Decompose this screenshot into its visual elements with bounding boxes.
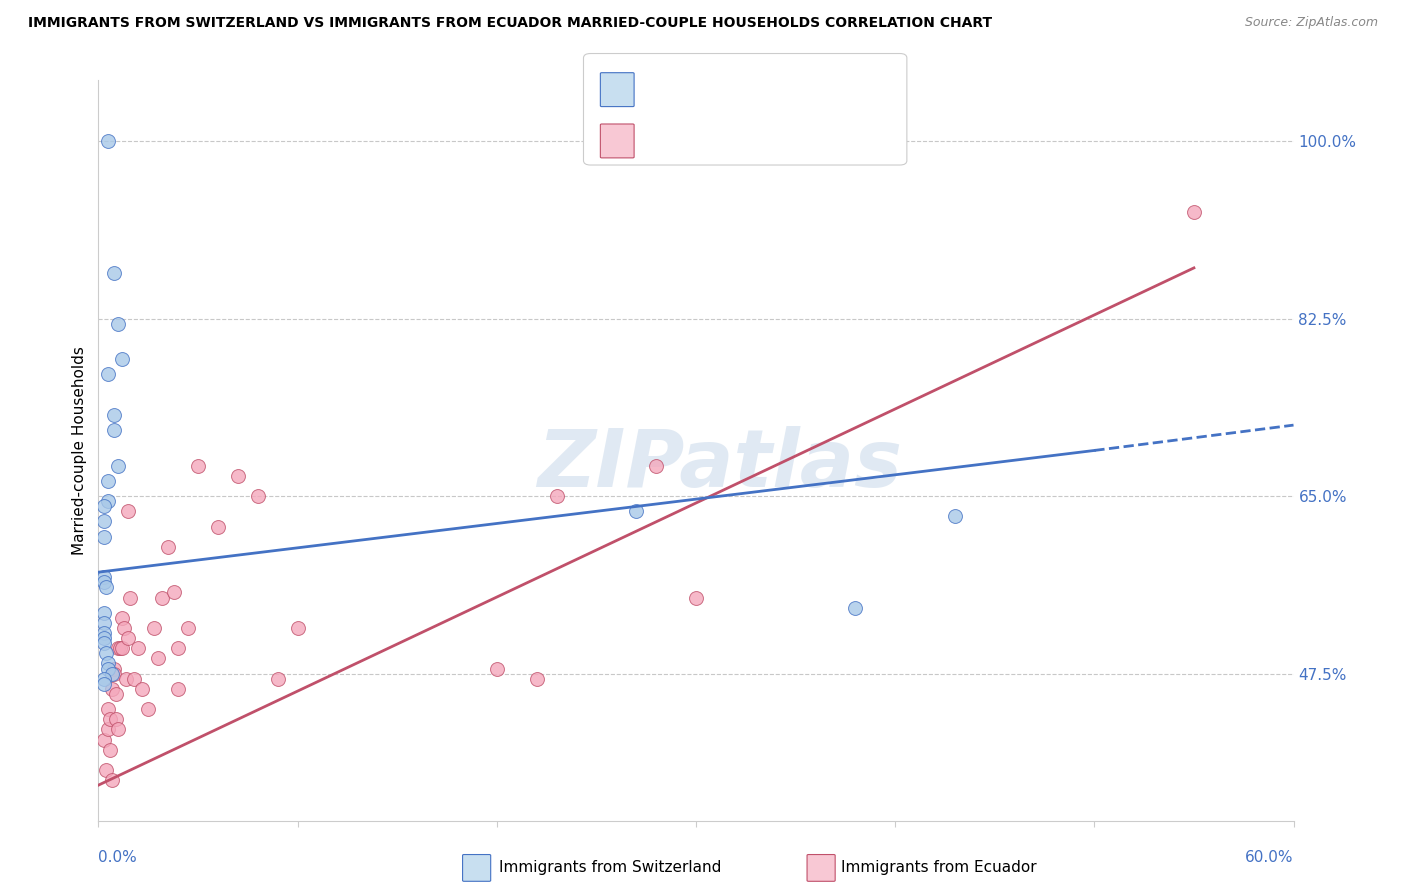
Point [246,489,269,503]
Point [103,666,125,681]
Point [143,621,166,635]
Point [97,134,120,148]
Point [101,773,124,788]
Text: 30: 30 [770,80,793,99]
Point [157,540,180,554]
Point [97,657,120,671]
Point [107,458,129,473]
Point [103,661,125,675]
Point [97,494,120,508]
Point [107,641,129,656]
Point [148,651,170,665]
Point [97,661,120,675]
Point [93,626,115,640]
Point [111,641,134,656]
Text: N =: N = [728,80,776,99]
Point [207,519,229,533]
Point [187,458,209,473]
Point [111,611,134,625]
Point [107,317,129,331]
Point [626,504,648,518]
Text: ZIPatlas: ZIPatlas [537,426,903,504]
Point [1182,205,1205,219]
Point [93,631,115,645]
Point [97,368,120,382]
Point [93,636,115,650]
Point [93,732,115,747]
Point [645,458,668,473]
Point [103,408,125,422]
Point [93,570,115,584]
Point [526,672,548,686]
Point [97,474,120,488]
Point [163,585,186,599]
Point [107,723,129,737]
Text: N =: N = [728,132,776,150]
Point [685,591,707,605]
Point [93,515,115,529]
Point [112,621,135,635]
Point [110,641,132,656]
Point [287,621,309,635]
Point [93,615,115,630]
Point [844,600,866,615]
Point [131,681,153,696]
Point [93,606,115,620]
Point [117,504,139,518]
Point [103,423,125,437]
Point [96,646,118,660]
Point [98,712,122,726]
Point [943,509,966,524]
Point [167,681,190,696]
Point [111,352,134,367]
Text: Immigrants from Switzerland: Immigrants from Switzerland [499,861,721,875]
Point [226,468,249,483]
Point [127,641,149,656]
Text: Source: ZipAtlas.com: Source: ZipAtlas.com [1244,16,1378,29]
Text: 0.0%: 0.0% [98,850,138,865]
Text: 47: 47 [770,132,794,150]
Point [93,677,115,691]
Point [93,672,115,686]
Point [120,591,142,605]
Point [117,631,139,645]
Text: 60.0%: 60.0% [1246,850,1294,865]
Point [485,661,508,675]
Point [150,591,173,605]
Point [98,742,122,756]
Point [105,687,128,701]
Y-axis label: Married-couple Households: Married-couple Households [72,346,87,555]
Text: R =: R = [644,132,681,150]
Point [105,712,128,726]
Point [97,702,120,716]
Text: R =: R = [644,80,681,99]
Text: IMMIGRANTS FROM SWITZERLAND VS IMMIGRANTS FROM ECUADOR MARRIED-COUPLE HOUSEHOLDS: IMMIGRANTS FROM SWITZERLAND VS IMMIGRANT… [28,16,993,30]
Point [267,672,290,686]
Point [101,666,124,681]
Point [101,681,124,696]
Point [93,500,115,514]
Point [115,672,138,686]
Text: Immigrants from Ecuador: Immigrants from Ecuador [841,861,1036,875]
Point [96,763,118,777]
Point [177,621,200,635]
Point [93,575,115,590]
Point [93,530,115,544]
Point [124,672,146,686]
Point [546,489,568,503]
Point [97,723,120,737]
Text: 0.176: 0.176 [683,80,735,99]
Point [136,702,159,716]
Point [96,580,118,594]
Point [167,641,190,656]
Text: 0.678: 0.678 [683,132,735,150]
Point [103,266,125,280]
